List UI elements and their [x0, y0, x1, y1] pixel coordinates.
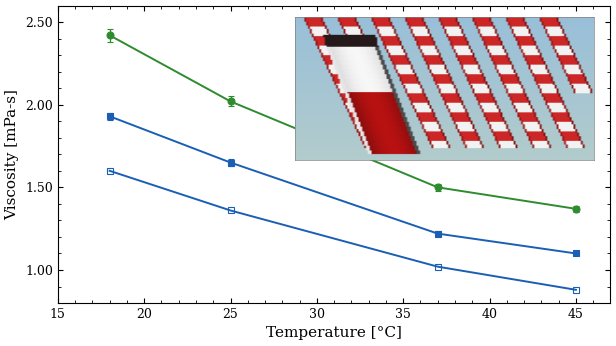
Y-axis label: Viscosity [mPa-s]: Viscosity [mPa-s] [6, 89, 20, 220]
X-axis label: Temperature [°C]: Temperature [°C] [266, 326, 402, 340]
